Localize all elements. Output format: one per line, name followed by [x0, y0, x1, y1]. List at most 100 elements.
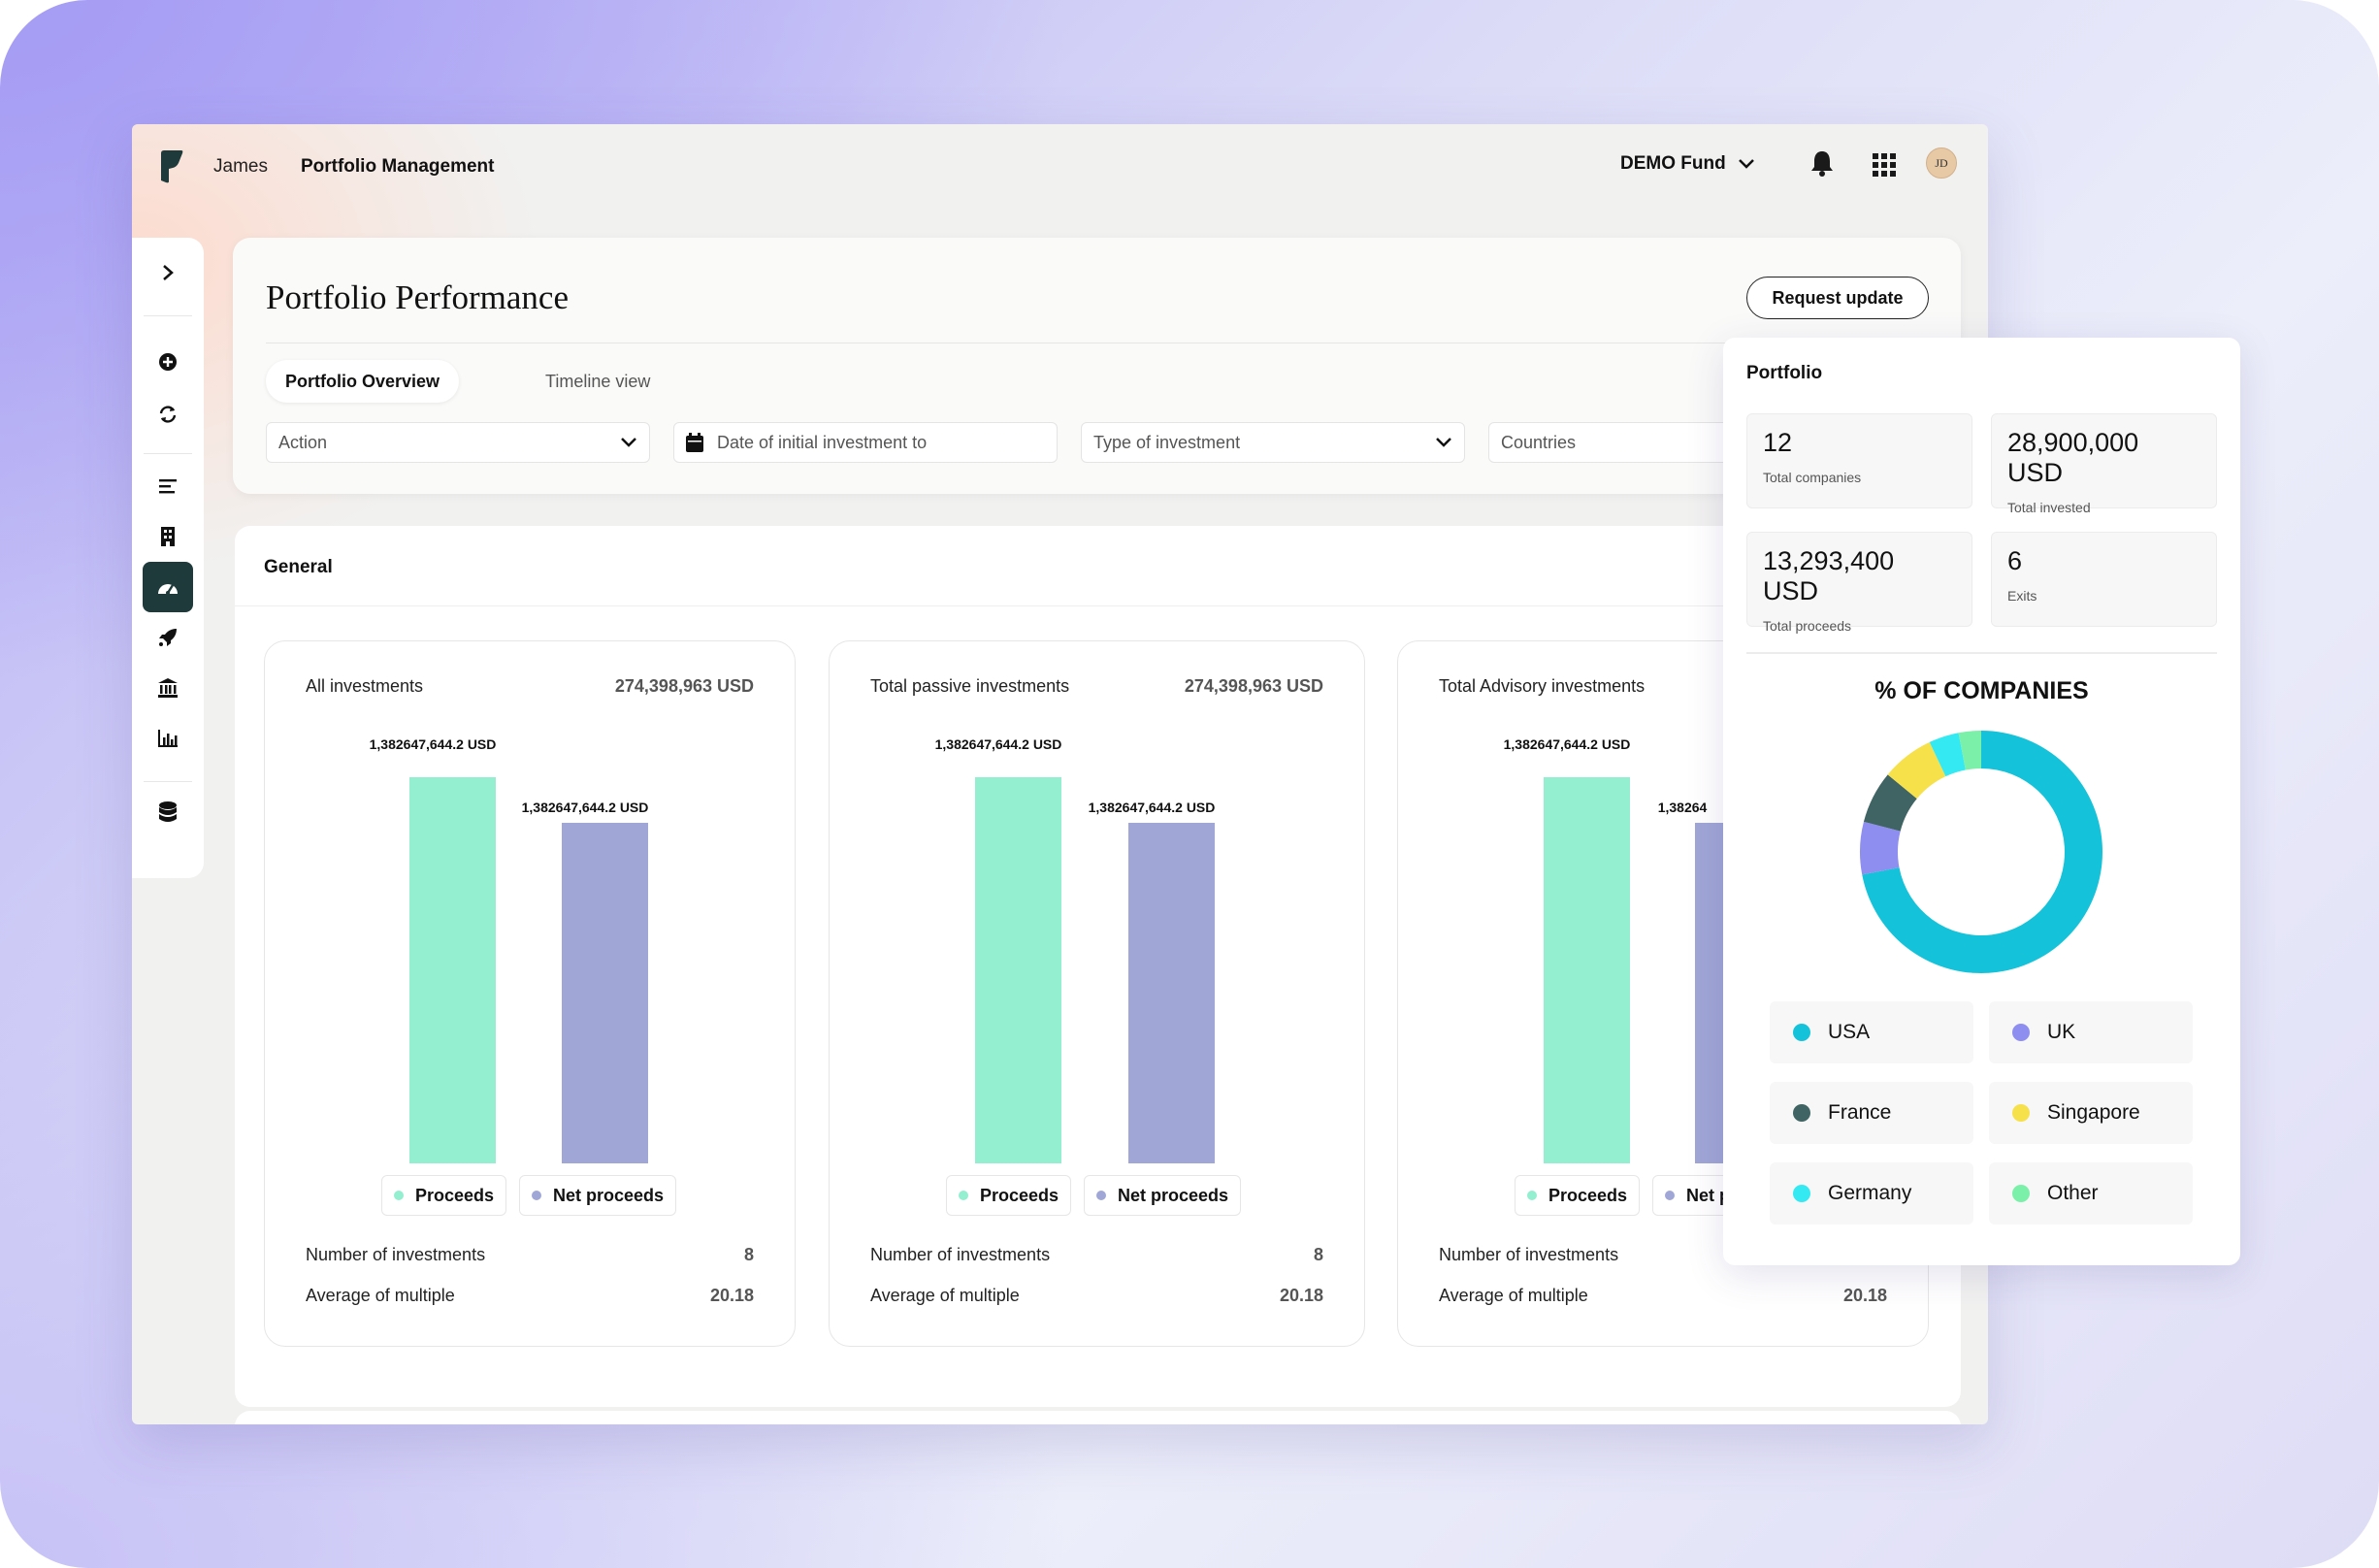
legend-country-singapore[interactable]: Singapore: [1989, 1082, 2193, 1144]
legend-proceeds[interactable]: Proceeds: [381, 1175, 507, 1216]
fund-selector[interactable]: DEMO Fund: [1620, 153, 1755, 175]
legend-label: Singapore: [2047, 1101, 2140, 1124]
stat-average-multiple: Average of multiple 20.18: [306, 1286, 754, 1306]
stat-label: Average of multiple: [870, 1286, 1020, 1305]
refresh-icon[interactable]: [143, 389, 193, 440]
proceeds-bar: [1544, 777, 1630, 1163]
donut-slice-other: [1958, 731, 1981, 770]
legend-label: UK: [2047, 1021, 2076, 1043]
stat-label: Average of multiple: [306, 1286, 455, 1305]
expand-chevron-icon[interactable]: [143, 247, 193, 298]
stat-value: 8: [1313, 1245, 1323, 1264]
breadcrumb-user[interactable]: James: [213, 156, 268, 177]
building-icon[interactable]: [143, 511, 193, 562]
action-filter-label: Action: [278, 432, 328, 452]
portfolio-header-card: Portfolio Performance Request update Por…: [233, 238, 1961, 494]
legend-country-usa[interactable]: USA: [1770, 1001, 1973, 1063]
kpi-total-invested: 28,900,000 USD Total invested: [1991, 413, 2217, 515]
kpi-value: 28,900,000 USD: [2007, 428, 2139, 487]
database-icon[interactable]: [143, 787, 193, 837]
dashboard-gauge-icon[interactable]: [143, 562, 193, 612]
legend-dot: [2012, 1185, 2030, 1202]
proceeds-bar: [409, 777, 496, 1163]
proceeds-bar-label: 1,382647,644.2 USD: [369, 736, 497, 752]
legend-label: Proceeds: [980, 1185, 1059, 1205]
legend-net-proceeds[interactable]: Net proceeds: [1084, 1175, 1242, 1216]
legend-label: France: [1828, 1101, 1892, 1124]
stat-value: 20.18: [709, 1286, 754, 1305]
date-filter-label: Date of initial investment to: [717, 432, 928, 452]
bell-icon[interactable]: [1810, 149, 1834, 181]
fund-label: DEMO Fund: [1620, 153, 1726, 174]
add-circle-icon[interactable]: [143, 337, 193, 387]
net-proceeds-bar-label: 1,38264: [1657, 800, 1708, 815]
breadcrumb-page[interactable]: Portfolio Management: [300, 156, 495, 177]
portfolio-summary-panel: Portfolio 12 Total companies 28,900,000 …: [1723, 338, 2240, 1265]
apps-grid-icon[interactable]: [1873, 153, 1896, 181]
stat-average-multiple: Average of multiple 20.18: [1439, 1286, 1887, 1306]
investment-card-passive: Total passive investments 274,398,963 US…: [829, 640, 1365, 1347]
avatar[interactable]: JD: [1926, 147, 1957, 179]
tab-timeline-view[interactable]: Timeline view: [545, 371, 651, 391]
legend-dot: [2012, 1104, 2030, 1122]
stat-value: 20.18: [1842, 1286, 1887, 1305]
net-proceeds-bar: [562, 823, 648, 1163]
general-section: General All investments 274,398,963 USD …: [235, 526, 1961, 1407]
legend-label: Proceeds: [1548, 1185, 1628, 1205]
stat-label: Number of investments: [1439, 1245, 1619, 1264]
request-update-button[interactable]: Request update: [1746, 277, 1929, 319]
legend-label: Germany: [1828, 1182, 1912, 1204]
legend-country-uk[interactable]: UK: [1989, 1001, 2193, 1063]
stat-value: 8: [743, 1245, 754, 1264]
legend-net-proceeds[interactable]: Net proceeds: [519, 1175, 677, 1216]
legend-label: Net proceeds: [1118, 1185, 1229, 1205]
type-filter-label: Type of investment: [1093, 432, 1241, 452]
legend-dot: [1793, 1024, 1810, 1041]
legend-country-germany[interactable]: Germany: [1770, 1162, 1973, 1225]
legend-dot: [1096, 1191, 1106, 1200]
card-total: 274,398,963 USD: [614, 676, 754, 696]
kpi-total-proceeds: 13,293,400 USD Total proceeds: [1746, 532, 1972, 634]
action-filter[interactable]: Action: [266, 422, 650, 463]
companies-donut-chart: [1860, 731, 2102, 973]
investment-type-filter[interactable]: Type of investment: [1081, 422, 1465, 463]
bar-chart-icon[interactable]: [143, 713, 193, 764]
countries-filter-label: Countries: [1501, 432, 1577, 452]
kpi-label: Total invested: [2007, 500, 2091, 515]
legend-dot: [532, 1191, 541, 1200]
stat-label: Average of multiple: [1439, 1286, 1588, 1305]
legend-country-france[interactable]: France: [1770, 1082, 1973, 1144]
stat-investments-count: Number of investments 8: [306, 1245, 754, 1265]
app-window: James Portfolio Management DEMO Fund JD: [132, 124, 1988, 1424]
list-icon[interactable]: [143, 461, 193, 511]
page-title: Portfolio Performance: [266, 278, 569, 316]
donut-slice-uk: [1860, 821, 1901, 875]
legend-proceeds[interactable]: Proceeds: [1515, 1175, 1641, 1216]
stat-label: Number of investments: [306, 1245, 486, 1264]
legend-dot: [1793, 1185, 1810, 1202]
legend-dot: [1665, 1191, 1675, 1200]
kpi-value: 13,293,400 USD: [1763, 546, 1895, 605]
app-logo[interactable]: [159, 149, 184, 184]
legend-proceeds[interactable]: Proceeds: [946, 1175, 1072, 1216]
date-filter[interactable]: Date of initial investment to: [673, 422, 1058, 463]
kpi-label: Total companies: [1763, 470, 1862, 485]
rocket-icon[interactable]: [143, 612, 193, 663]
top-bar: James Portfolio Management: [132, 124, 1988, 210]
chevron-down-icon: [1738, 159, 1754, 169]
general-title: General: [264, 557, 333, 577]
legend-country-other[interactable]: Other: [1989, 1162, 2193, 1225]
chevron-down-icon: [1436, 438, 1451, 447]
net-proceeds-bar-label: 1,382647,644.2 USD: [521, 800, 649, 815]
legend-dot: [394, 1191, 404, 1200]
legend-dot: [2012, 1024, 2030, 1041]
tab-portfolio-overview[interactable]: Portfolio Overview: [266, 360, 460, 403]
bank-icon[interactable]: [143, 663, 193, 713]
donut-slice-singapore: [1887, 741, 1946, 800]
kpi-value: 12: [1763, 428, 1793, 457]
stat-average-multiple: Average of multiple 20.18: [870, 1286, 1323, 1306]
card-total: 274,398,963 USD: [1184, 676, 1323, 696]
legend-label: Net p: [1686, 1185, 1730, 1205]
portfolio-title: Portfolio: [1746, 363, 1823, 383]
net-proceeds-bar: [1128, 823, 1215, 1163]
